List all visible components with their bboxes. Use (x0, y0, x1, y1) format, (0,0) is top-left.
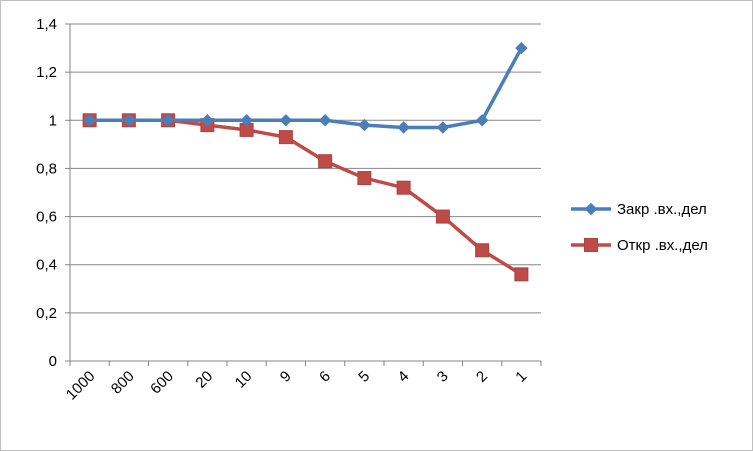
x-tick-label: 9 (277, 368, 295, 386)
series (82, 41, 529, 282)
legend-label: Откр .вх.,дел (617, 237, 708, 254)
data-point (240, 114, 253, 127)
x-tick-label: 3 (434, 368, 452, 386)
y-tick-label: 0 (49, 353, 57, 370)
series-line (89, 47, 523, 130)
x-tick-label: 10 (232, 368, 256, 392)
y-tick-label: 1 (49, 112, 57, 129)
y-tick-labels: 0 0,2 0,4 0,6 0,8 1 1,2 1,4 (36, 16, 57, 370)
x-tick-label: 4 (395, 368, 413, 386)
data-point (201, 114, 214, 127)
y-tick-label: 1,2 (36, 64, 57, 81)
data-point (358, 118, 371, 132)
data-point (475, 243, 490, 258)
y-tick-label: 0,8 (36, 160, 57, 177)
data-point (357, 171, 372, 186)
data-point (318, 114, 332, 127)
legend: Закр .вх.,дел Откр .вх.,дел (571, 201, 708, 254)
y-tick-label: 0,2 (36, 305, 57, 322)
y-tick-label: 0,6 (36, 209, 57, 226)
x-tick-label: 800 (108, 368, 138, 398)
data-point (397, 121, 410, 134)
x-tick-label: 1 (512, 368, 530, 386)
y-tick-label: 1,4 (36, 16, 57, 33)
x-tick-labels: 1000 800 600 20 10 9 6 5 4 3 2 1 (63, 368, 530, 404)
x-tick-label: 1000 (63, 368, 99, 404)
series-1 (83, 41, 528, 134)
x-tick-label: 20 (192, 368, 216, 392)
data-point (475, 114, 489, 127)
legend-label: Закр .вх.,дел (617, 201, 707, 218)
data-point (584, 238, 598, 252)
data-point (318, 154, 333, 169)
data-point (278, 130, 293, 145)
series-2 (82, 113, 529, 282)
axes (65, 23, 542, 366)
series-line (89, 118, 523, 276)
data-point (435, 209, 450, 224)
grid-lines (70, 23, 541, 314)
legend-item-1: Закр .вх.,дел (571, 201, 707, 218)
x-tick-label: 600 (147, 368, 177, 398)
x-tick-label: 6 (316, 368, 334, 386)
x-tick-label: 2 (473, 368, 491, 386)
data-point (279, 114, 293, 127)
data-point (584, 202, 598, 216)
data-point (122, 114, 136, 127)
data-point (83, 114, 96, 127)
legend-item-2: Откр .вх.,дел (571, 237, 708, 254)
y-tick-label: 0,4 (36, 257, 57, 274)
data-point (514, 267, 529, 282)
x-tick-label: 5 (355, 368, 373, 386)
data-point (515, 41, 528, 55)
data-point (436, 121, 450, 134)
data-point (396, 180, 411, 195)
data-point (161, 114, 175, 127)
